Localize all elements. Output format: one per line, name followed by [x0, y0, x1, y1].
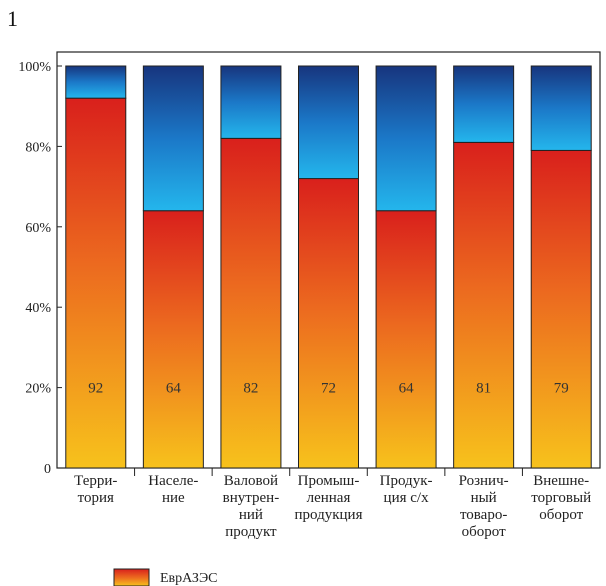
- bar-upper-segment: [65, 65, 127, 99]
- y-tick-label: 0: [44, 462, 51, 477]
- y-tick-label: 100%: [18, 60, 51, 75]
- bars: [65, 65, 592, 469]
- legend-swatch: [113, 568, 150, 586]
- bar-upper-segment: [453, 65, 515, 143]
- bar-data-label: 64: [399, 381, 415, 397]
- category-labels: Терри-тория Населе-ние Валовой внутрен-ний п…: [74, 468, 591, 540]
- legend-entry: ЕврАЗЭС: [160, 571, 218, 586]
- category-label: Продук-ция с/х: [380, 473, 433, 506]
- y-axis: 0 20% 40% 60% 80% 100%: [18, 60, 62, 477]
- bar-lower-segment: [375, 210, 437, 469]
- category-label: Промыш-ленная продукция: [295, 473, 363, 523]
- bar-lower-segment: [453, 141, 515, 469]
- legend: ЕврАЗЭС: [113, 568, 218, 586]
- bar-data-label: 82: [243, 381, 258, 397]
- bar-data-label: 81: [476, 381, 491, 397]
- bar-data-label: 64: [166, 381, 182, 397]
- bar-data-label: 72: [321, 381, 336, 397]
- figure-number: 1: [7, 6, 18, 31]
- data-labels: 92 64 82 72 64 81 79: [88, 381, 568, 397]
- category-label: Населе-ние: [148, 473, 198, 506]
- bar-upper-segment: [142, 65, 204, 212]
- bar-upper-segment: [298, 65, 359, 180]
- category-label: Терри-тория: [74, 473, 117, 506]
- bar-lower-segment: [65, 97, 127, 469]
- bar-upper-segment: [375, 65, 437, 212]
- bar-data-label: 92: [88, 381, 103, 397]
- bar-lower-segment: [298, 178, 359, 469]
- bar-lower-segment: [220, 137, 282, 469]
- y-tick-label: 60%: [25, 221, 51, 236]
- bar-data-label: 79: [554, 381, 569, 397]
- bar-upper-segment: [530, 65, 592, 151]
- bar-upper-segment: [220, 65, 282, 139]
- y-tick-label: 20%: [25, 382, 51, 397]
- bar-lower-segment: [530, 149, 592, 469]
- category-label: Внешне-торговый оборот: [531, 473, 591, 523]
- category-label: Рознич-ный товаро-оборот: [459, 473, 509, 540]
- category-label: Валовой внутрен-ний продукт: [223, 473, 280, 540]
- bar-lower-segment: [142, 210, 204, 469]
- y-tick-label: 80%: [25, 140, 51, 155]
- y-tick-label: 40%: [25, 301, 51, 316]
